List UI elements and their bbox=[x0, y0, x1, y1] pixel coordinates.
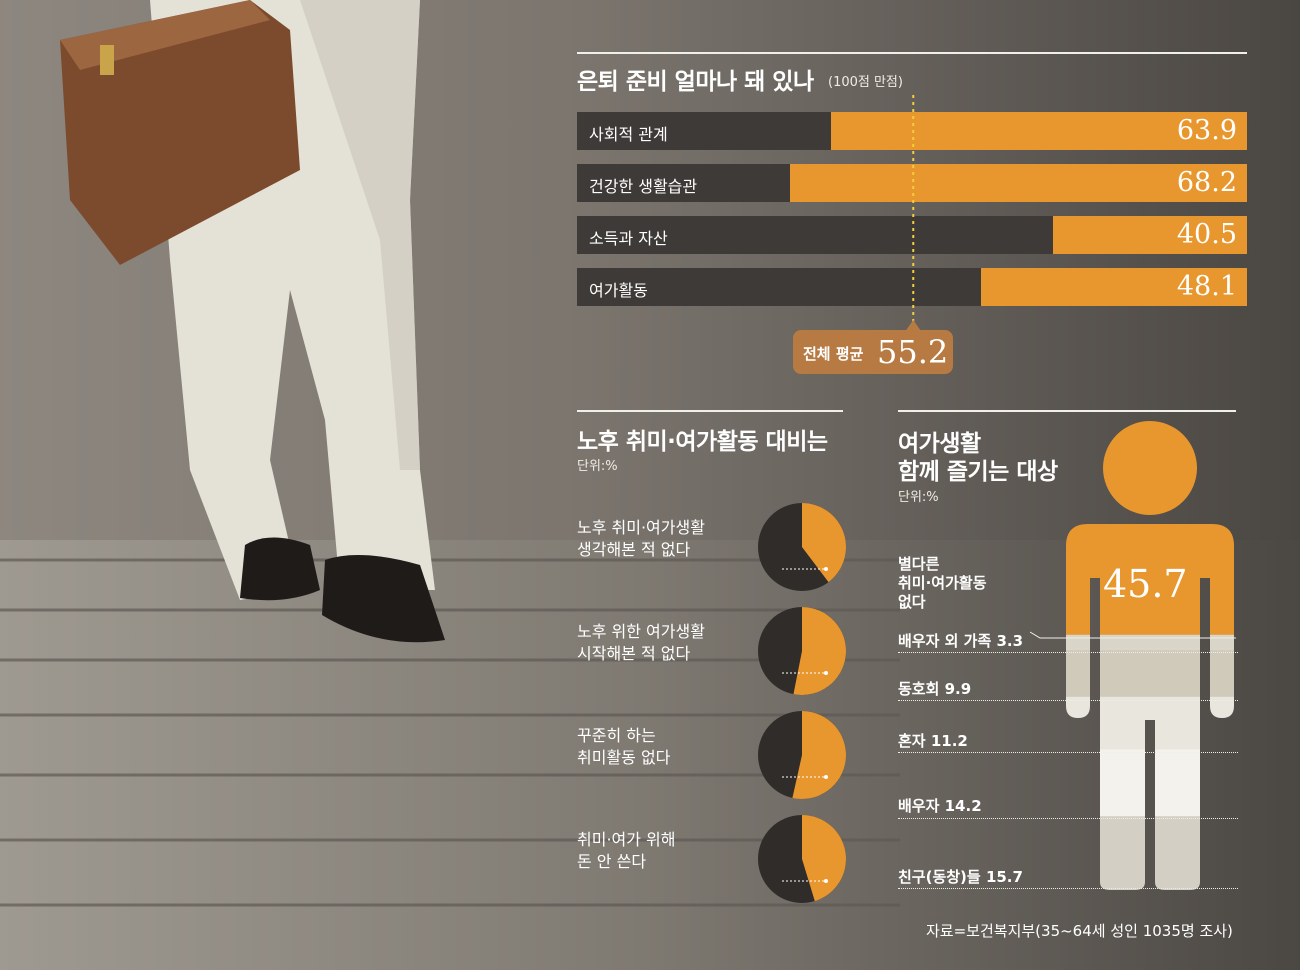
bar-value-label: 48.1 bbox=[1176, 271, 1237, 302]
pie-label-line1: 취미·여가 위해 bbox=[577, 830, 676, 849]
pie-label-line1: 노후 위한 여가생활 bbox=[577, 622, 705, 641]
leisure-label-line: 취미·여가활동 bbox=[898, 574, 987, 592]
bar-fill: 48.1 bbox=[980, 268, 1247, 306]
pie-value-label: 53.1 bbox=[776, 637, 832, 666]
pie-label-line1: 꾸준히 하는 bbox=[577, 726, 656, 745]
pie-label-line2: 생각해본 적 없다 bbox=[577, 540, 691, 559]
leisure-divider bbox=[898, 818, 1238, 819]
person-figure bbox=[1066, 421, 1234, 890]
section-rule bbox=[577, 410, 843, 412]
leisure-category-label: 혼자 11.2 bbox=[898, 730, 968, 751]
leisure-big-value: 45.7 bbox=[1103, 562, 1188, 606]
source-note: 자료=보건복지부(35~64세 성인 1035명 조사) bbox=[926, 922, 1233, 940]
pie-label-line2: 시작해본 적 없다 bbox=[577, 644, 691, 663]
leisure-divider bbox=[898, 652, 1238, 653]
bar-row: 건강한 생활습관 68.2 bbox=[577, 164, 1247, 202]
person-band bbox=[1066, 749, 1234, 817]
leisure-unit: 단위:% bbox=[898, 490, 939, 505]
leisure-divider bbox=[898, 888, 1238, 889]
average-value: 55.2 bbox=[877, 333, 949, 371]
leisure-category-label: 배우자 외 가족 3.3 bbox=[898, 630, 1023, 651]
leisure-category-label: 배우자 14.2 bbox=[898, 795, 982, 816]
leisure-label-value: 14.2 bbox=[944, 797, 982, 815]
bar-fill: 68.2 bbox=[790, 164, 1247, 202]
pie-label-line2: 돈 안 쓴다 bbox=[577, 852, 647, 871]
bar-category-label: 여가활동 bbox=[589, 281, 648, 300]
leisure-label-text: 동호회 bbox=[898, 680, 945, 698]
pie-label-line2: 취미활동 없다 bbox=[577, 748, 671, 767]
hobby-title: 노후 취미·여가활동 대비는 bbox=[577, 429, 828, 455]
retirement-title: 은퇴 준비 얼마나 돼 있나 bbox=[577, 69, 814, 95]
leisure-label-value: 9.9 bbox=[944, 680, 972, 698]
bar-row: 사회적 관계 63.9 bbox=[577, 112, 1247, 150]
leisure-category-label: 동호회 9.9 bbox=[898, 678, 971, 699]
person-band bbox=[1066, 696, 1234, 750]
bar-category-label: 사회적 관계 bbox=[589, 125, 668, 144]
leisure-label-text: 배우자 bbox=[898, 797, 945, 815]
pie-value-label: 39.7 bbox=[776, 533, 832, 562]
leisure-category-label: 별다른 취미·여가활동 없다 bbox=[898, 555, 987, 612]
pie-label-line1: 노후 취미·여가생활 bbox=[577, 518, 705, 537]
section-rule bbox=[577, 52, 1247, 54]
bar-value-label: 68.2 bbox=[1176, 167, 1237, 198]
leisure-divider bbox=[898, 752, 1238, 753]
section-rule bbox=[898, 410, 1236, 412]
person-band bbox=[1066, 634, 1234, 651]
bar-row: 여가활동 48.1 bbox=[577, 268, 1247, 306]
bar-fill: 63.9 bbox=[830, 112, 1247, 150]
average-badge: 전체 평균 55.2 bbox=[793, 330, 953, 374]
leisure-label-value: 3.3 bbox=[996, 632, 1024, 650]
average-label: 전체 평균 bbox=[803, 345, 864, 363]
bar-fill: 40.5 bbox=[1052, 216, 1247, 254]
person-band bbox=[1066, 650, 1234, 698]
leisure-label-text: 친구(동창)들 bbox=[898, 868, 986, 886]
retirement-note: (100점 만점) bbox=[828, 75, 903, 90]
leisure-label-text: 혼자 bbox=[898, 732, 931, 750]
leisure-label-value: 15.7 bbox=[985, 868, 1023, 886]
pie-value-label: 45.3 bbox=[776, 845, 832, 874]
bar-row: 소득과 자산 40.5 bbox=[577, 216, 1247, 254]
leisure-title-line1: 여가생활 bbox=[898, 431, 981, 457]
hobby-unit: 단위:% bbox=[577, 459, 618, 474]
leisure-label-line: 없다 bbox=[898, 593, 926, 611]
bar-value-label: 40.5 bbox=[1176, 219, 1237, 250]
leisure-label-text: 배우자 외 가족 bbox=[898, 632, 997, 650]
leisure-category-label: 친구(동창)들 15.7 bbox=[898, 866, 1023, 887]
leisure-label-value: 11.2 bbox=[930, 732, 968, 750]
person-band bbox=[1066, 816, 1234, 890]
pie-value-label: 53.5 bbox=[776, 741, 832, 770]
leisure-label-line: 별다른 bbox=[898, 555, 940, 573]
leisure-title-line2: 함께 즐기는 대상 bbox=[898, 459, 1058, 485]
bar-value-label: 63.9 bbox=[1176, 115, 1237, 146]
bar-category-label: 건강한 생활습관 bbox=[589, 177, 698, 196]
bar-category-label: 소득과 자산 bbox=[589, 229, 668, 248]
leisure-divider bbox=[898, 700, 1238, 701]
